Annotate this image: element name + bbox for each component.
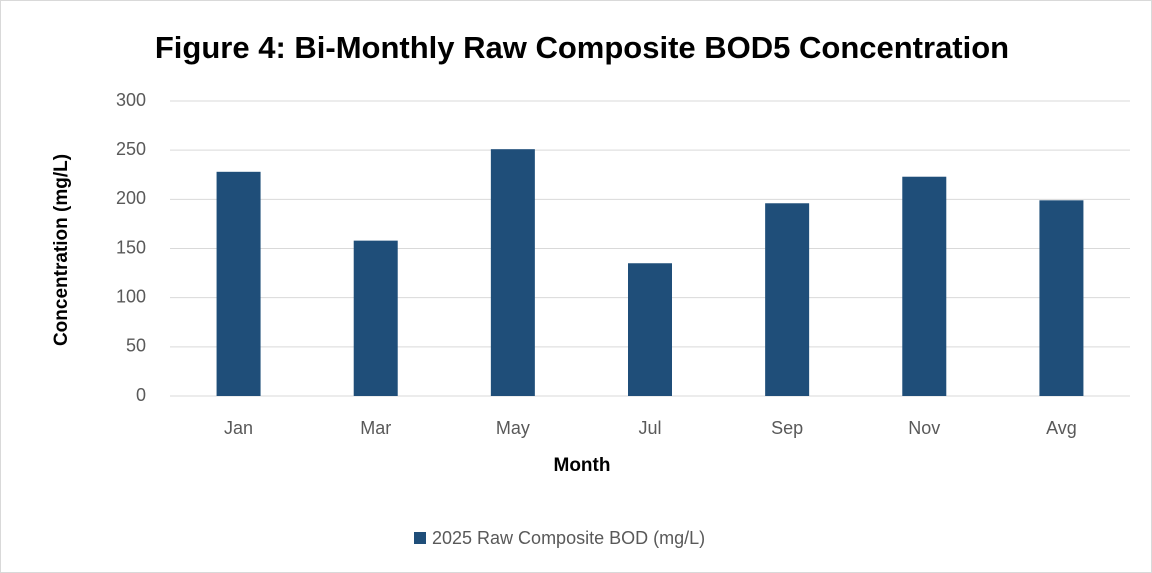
x-tick-label: Sep: [771, 418, 803, 438]
y-tick-label: 150: [116, 237, 146, 257]
bar: [216, 171, 261, 396]
y-tick-label: 250: [116, 139, 146, 159]
x-tick-label: May: [496, 418, 530, 438]
bar: [1039, 200, 1084, 396]
chart-title: Figure 4: Bi-Monthly Raw Composite BOD5 …: [155, 30, 1009, 65]
bar: [353, 240, 398, 396]
x-tick-label: Jan: [224, 418, 253, 438]
x-tick-label: Avg: [1046, 418, 1077, 438]
bar: [765, 203, 810, 396]
legend-label: 2025 Raw Composite BOD (mg/L): [432, 528, 705, 548]
y-tick-label: 50: [126, 336, 146, 356]
y-axis-title: Concentration (mg/L): [51, 154, 72, 346]
bar: [490, 149, 535, 396]
x-tick-label: Mar: [360, 418, 391, 438]
y-tick-label: 300: [116, 90, 146, 110]
x-tick-label: Jul: [638, 418, 661, 438]
x-axis-title: Month: [554, 455, 611, 476]
y-tick-label: 100: [116, 286, 146, 306]
x-tick-label: Nov: [908, 418, 940, 438]
y-tick-label: 200: [116, 188, 146, 208]
bar: [628, 263, 672, 396]
y-tick-label: 0: [136, 385, 146, 405]
bar: [902, 176, 947, 396]
legend-swatch: [414, 532, 426, 544]
